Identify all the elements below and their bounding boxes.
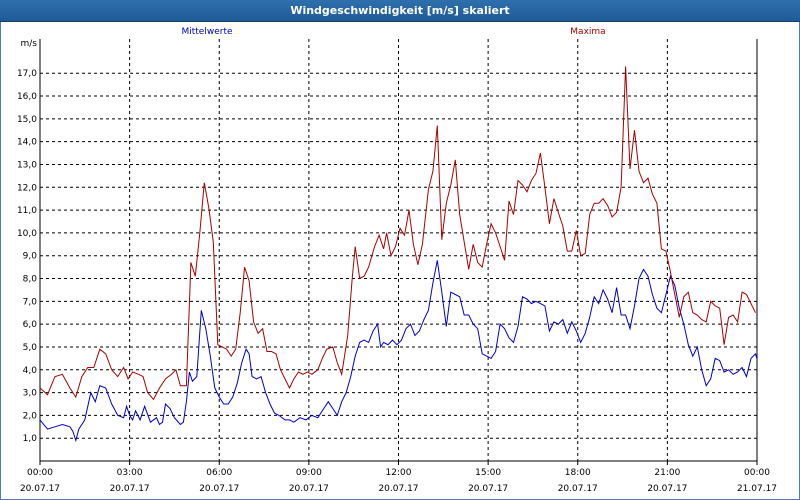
y-tick-label: 16,0 — [17, 92, 37, 102]
y-tick-label: 11,0 — [17, 206, 37, 216]
x-tick-date-label: 20.07.17 — [20, 484, 60, 494]
series-line-maxima — [40, 66, 756, 401]
x-tick-date-label: 20.07.17 — [468, 484, 508, 494]
x-tick-date-label: 20.07.17 — [647, 484, 687, 494]
y-tick-label: 17,0 — [17, 69, 37, 79]
legend-mittelwerte: Mittelwerte — [181, 27, 232, 37]
y-tick-label: 5,0 — [23, 343, 38, 353]
wind-speed-chart: 1,0 2,0 3,0 4,0 5,0 6,0 7,0 8,0 9,0 10,0 11,0 12,0 1… — [17, 27, 777, 494]
x-tick-time-label: 00:00 — [27, 468, 53, 478]
x-tick-date-label: 20.07.17 — [110, 484, 150, 494]
x-tick-time-label: 03:00 — [117, 468, 143, 478]
y-tick-label: 9,0 — [23, 252, 38, 262]
y-tick-label: 13,0 — [17, 160, 37, 170]
x-tick-time-label: 21:00 — [654, 468, 680, 478]
x-tick-time-label: 09:00 — [296, 468, 322, 478]
x-tick-date-label: 20.07.17 — [199, 484, 239, 494]
y-tick-label: 1,0 — [23, 434, 38, 444]
x-tick-time-label: 06:00 — [206, 468, 232, 478]
x-tick-date-label: 21.07.17 — [737, 484, 777, 494]
y-tick-label: 2,0 — [23, 411, 38, 421]
y-tick-label: 12,0 — [17, 183, 37, 193]
window-title: Windgeschwindigkeit [m/s] skaliert — [0, 0, 800, 22]
x-tick-date-label: 20.07.17 — [558, 484, 598, 494]
x-tick-date-label: 20.07.17 — [289, 484, 329, 494]
y-tick-label: 3,0 — [23, 389, 38, 399]
y-tick-label: 15,0 — [17, 115, 37, 125]
legend-maxima: Maxima — [570, 27, 605, 37]
y-tick-label: 14,0 — [17, 138, 37, 148]
x-tick-date-label: 20.07.17 — [378, 484, 418, 494]
x-tick-time-label: 15:00 — [475, 468, 501, 478]
y-tick-label: 8,0 — [23, 275, 38, 285]
series-line-mittelwerte — [40, 260, 757, 443]
y-tick-label: 4,0 — [23, 366, 38, 376]
y-axis-unit-label: m/s — [21, 39, 38, 49]
x-tick-time-label: 18:00 — [565, 468, 591, 478]
y-tick-label: 7,0 — [23, 297, 38, 307]
x-tick-time-label: 00:00 — [744, 468, 770, 478]
x-tick-time-label: 12:00 — [386, 468, 412, 478]
y-tick-label: 10,0 — [17, 229, 37, 239]
y-tick-label: 6,0 — [23, 320, 38, 330]
